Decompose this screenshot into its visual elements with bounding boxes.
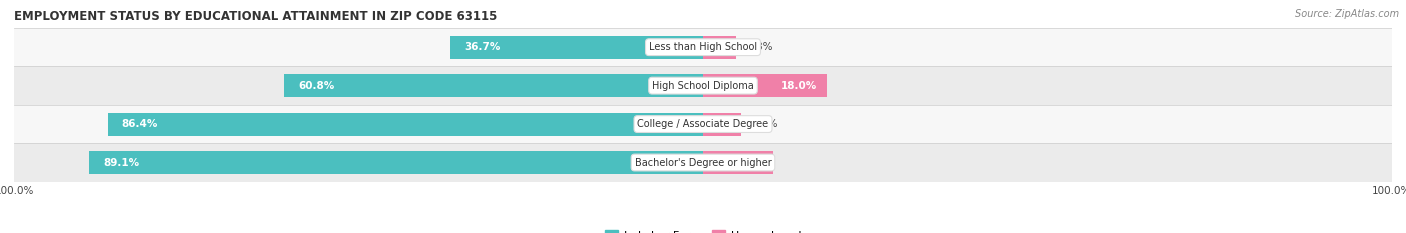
Bar — [89, 151, 703, 174]
Text: 10.2%: 10.2% — [727, 158, 763, 168]
Bar — [14, 105, 1392, 143]
Bar — [284, 74, 703, 97]
Text: High School Diploma: High School Diploma — [652, 81, 754, 91]
Text: 86.4%: 86.4% — [121, 119, 157, 129]
Text: 4.8%: 4.8% — [747, 42, 773, 52]
Text: 36.7%: 36.7% — [464, 42, 501, 52]
Text: EMPLOYMENT STATUS BY EDUCATIONAL ATTAINMENT IN ZIP CODE 63115: EMPLOYMENT STATUS BY EDUCATIONAL ATTAINM… — [14, 10, 498, 23]
Bar — [14, 66, 1392, 105]
Bar — [14, 28, 1392, 66]
Bar — [14, 143, 1392, 182]
Bar — [703, 74, 827, 97]
Text: Less than High School: Less than High School — [650, 42, 756, 52]
Bar — [108, 113, 703, 136]
Text: Source: ZipAtlas.com: Source: ZipAtlas.com — [1295, 9, 1399, 19]
Text: 18.0%: 18.0% — [780, 81, 817, 91]
Text: College / Associate Degree: College / Associate Degree — [637, 119, 769, 129]
Bar — [703, 151, 773, 174]
Text: 89.1%: 89.1% — [103, 158, 139, 168]
Legend: In Labor Force, Unemployed: In Labor Force, Unemployed — [600, 226, 806, 233]
Bar — [703, 36, 737, 59]
Bar — [450, 36, 703, 59]
Text: 60.8%: 60.8% — [298, 81, 335, 91]
Bar — [703, 113, 741, 136]
Text: Bachelor's Degree or higher: Bachelor's Degree or higher — [634, 158, 772, 168]
Text: 5.5%: 5.5% — [751, 119, 778, 129]
